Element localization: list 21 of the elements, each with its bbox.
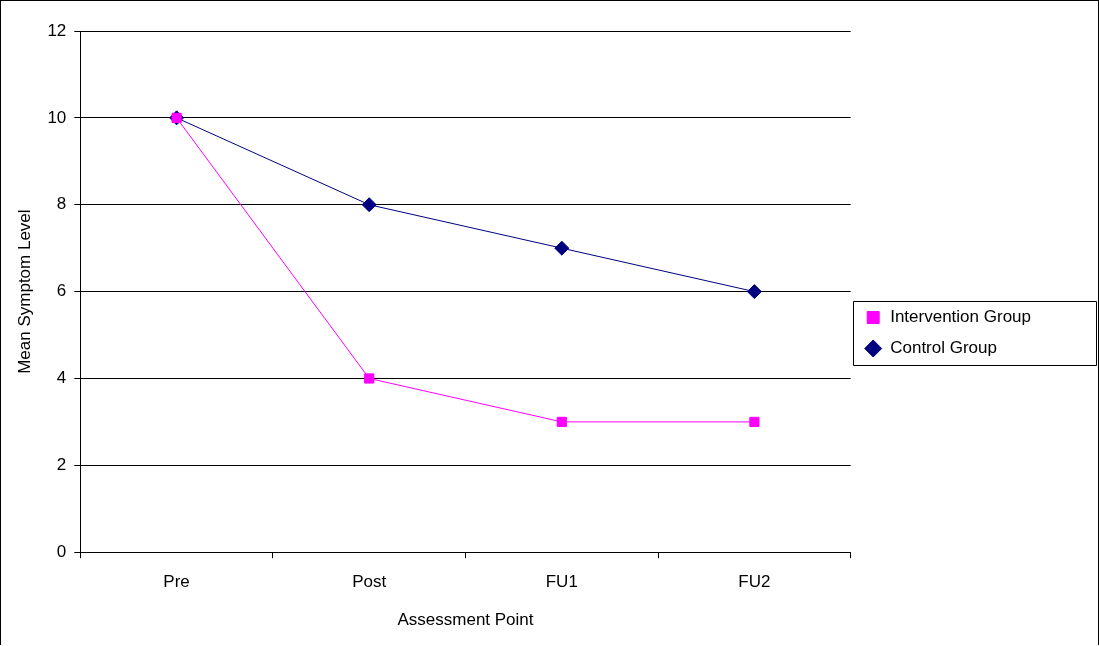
- point: [746, 284, 762, 300]
- y-tick-label: 4: [56, 368, 67, 388]
- y-tick-label: 12: [47, 20, 67, 40]
- y-tick-label: 10: [47, 107, 67, 127]
- y-tick-label: 6: [56, 281, 67, 301]
- point: [364, 373, 375, 384]
- legend-label: Control Group: [890, 338, 997, 358]
- x-tick-label: Pre: [163, 572, 190, 592]
- point: [554, 240, 570, 256]
- y-tick-label: 2: [56, 455, 67, 475]
- x-tick-label: FU1: [545, 572, 578, 592]
- y-tick-label: 0: [56, 541, 67, 561]
- point: [749, 416, 760, 427]
- point: [361, 197, 377, 213]
- legend-label: Intervention Group: [890, 307, 1032, 327]
- x-tick-label: FU2: [738, 572, 771, 592]
- y-axis-title: Mean Symptom Level: [14, 209, 34, 374]
- y-tick-label: 8: [56, 194, 67, 214]
- x-axis-title: Assessment Point: [397, 610, 534, 630]
- point: [556, 416, 567, 427]
- x-tick-label: Post: [352, 572, 387, 592]
